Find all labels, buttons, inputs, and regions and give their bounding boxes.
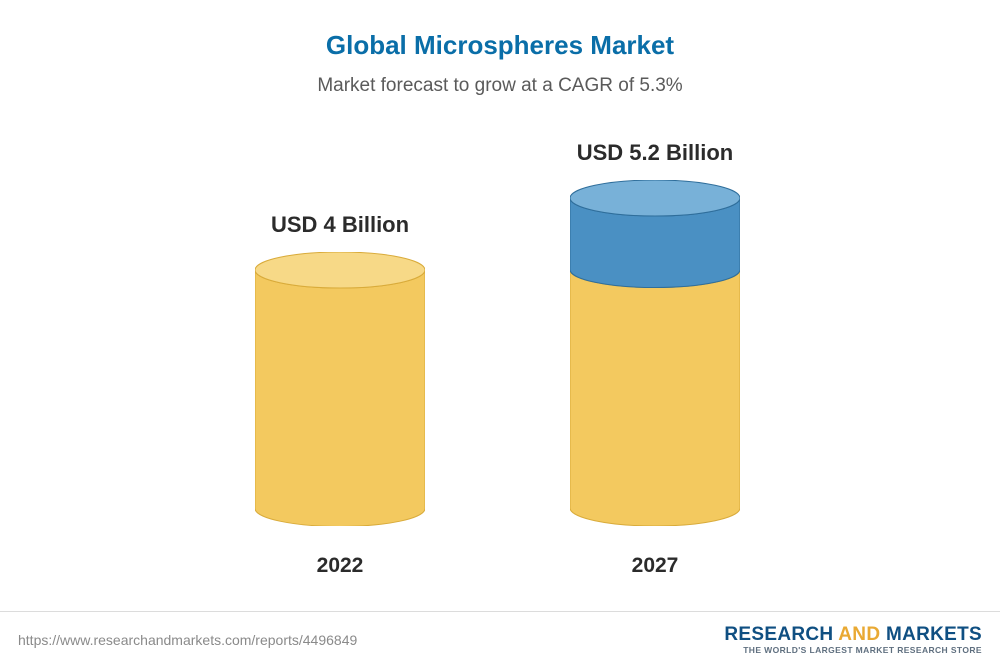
footer: https://www.researchandmarkets.com/repor… bbox=[0, 611, 1000, 667]
value-label: USD 4 Billion bbox=[271, 212, 409, 238]
cylinder-group: USD 5.2 Billion 2027 bbox=[555, 140, 755, 578]
chart-area: USD 4 Billion2022USD 5.2 Billion2027 bbox=[0, 130, 1000, 560]
logo-word-3: MARKETS bbox=[886, 624, 982, 645]
logo-word-2: AND bbox=[838, 624, 880, 645]
chart-subtitle: Market forecast to grow at a CAGR of 5.3… bbox=[0, 61, 1000, 97]
logo-tagline: THE WORLD'S LARGEST MARKET RESEARCH STOR… bbox=[724, 646, 982, 656]
brand-logo: RESEARCH AND MARKETS THE WORLD'S LARGEST… bbox=[724, 624, 982, 656]
source-url: https://www.researchandmarkets.com/repor… bbox=[18, 632, 357, 648]
cylinder-group: USD 4 Billion 2022 bbox=[240, 212, 440, 578]
cylinder bbox=[570, 180, 740, 526]
cylinder bbox=[255, 252, 425, 526]
year-label: 2027 bbox=[632, 554, 679, 578]
logo-word-1: RESEARCH bbox=[724, 624, 833, 645]
chart-title: Global Microspheres Market bbox=[0, 0, 1000, 61]
year-label: 2022 bbox=[317, 554, 364, 578]
value-label: USD 5.2 Billion bbox=[577, 140, 733, 166]
